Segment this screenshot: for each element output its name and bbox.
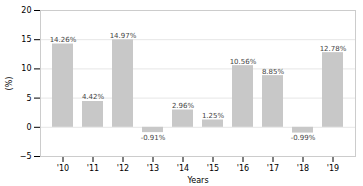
svg-text:-0.99%: -0.99%	[291, 134, 316, 142]
svg-text:1.25%: 1.25%	[202, 112, 225, 120]
svg-text:'11: '11	[87, 164, 99, 173]
svg-text:-0.91%: -0.91%	[141, 134, 166, 142]
svg-text:'18: '18	[297, 164, 309, 173]
svg-text:'17: '17	[267, 164, 279, 173]
svg-text:10.56%: 10.56%	[230, 58, 257, 66]
svg-text:'13: '13	[147, 164, 159, 173]
svg-text:8.85%: 8.85%	[262, 68, 285, 76]
svg-text:20: 20	[21, 6, 31, 15]
svg-text:'19: '19	[327, 164, 339, 173]
svg-text:2.96%: 2.96%	[172, 102, 195, 110]
svg-text:15: 15	[21, 35, 31, 44]
svg-text:0: 0	[26, 123, 31, 132]
svg-text:12.78%: 12.78%	[320, 45, 347, 53]
svg-text:'16: '16	[237, 164, 249, 173]
svg-text:'10: '10	[57, 164, 69, 173]
svg-text:Years: Years	[186, 176, 208, 185]
svg-text:14.97%: 14.97%	[110, 32, 137, 40]
svg-text:'14: '14	[177, 164, 189, 173]
svg-text:'15: '15	[207, 164, 219, 173]
svg-text:4.42%: 4.42%	[82, 93, 105, 101]
svg-text:(%): (%)	[5, 77, 14, 91]
svg-text:−5: −5	[20, 152, 32, 161]
svg-text:14.26%: 14.26%	[50, 36, 77, 44]
svg-text:'12: '12	[117, 164, 129, 173]
svg-text:10: 10	[21, 64, 31, 73]
svg-text:5: 5	[26, 94, 31, 103]
